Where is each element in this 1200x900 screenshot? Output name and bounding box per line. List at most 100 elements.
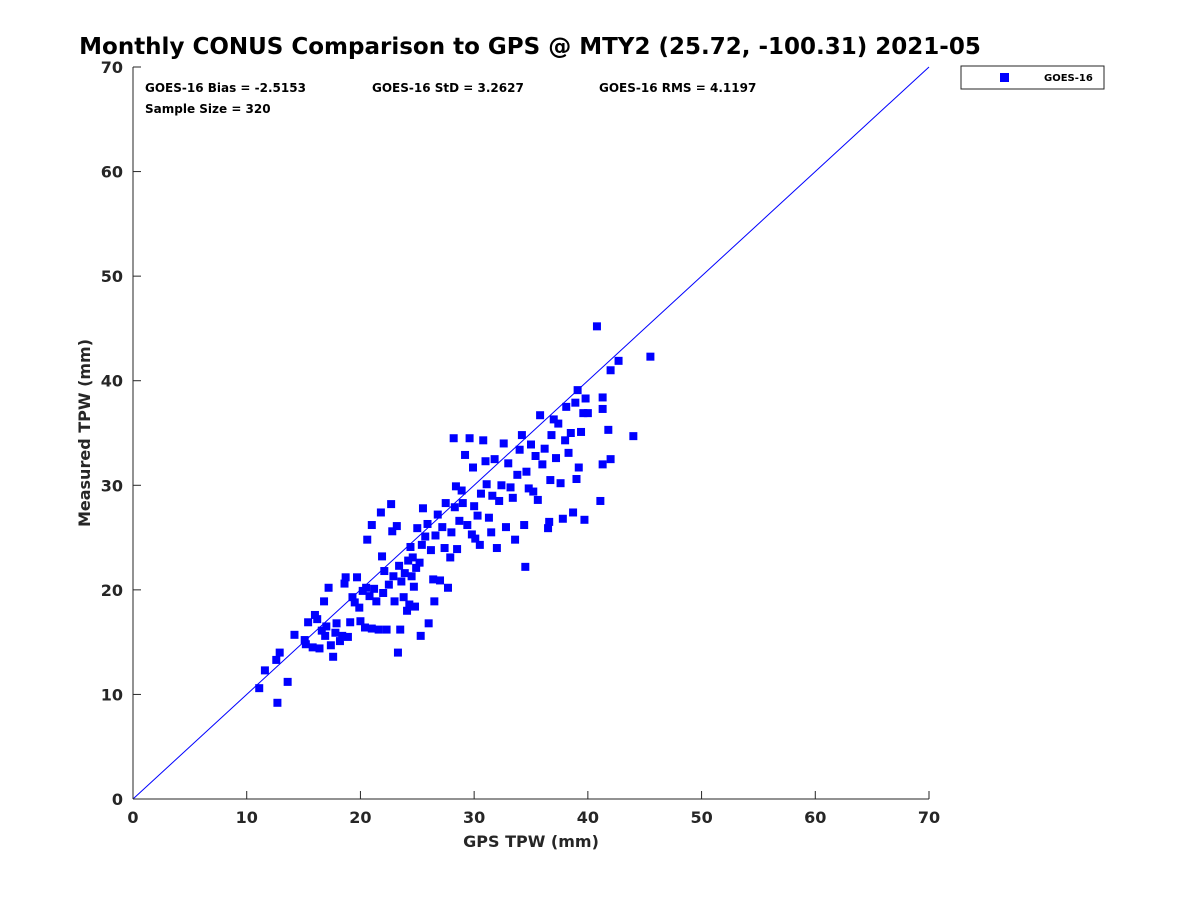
scatter-point [429,575,438,584]
scatter-point [431,531,440,540]
y-tick-label: 70 [101,58,123,77]
scatter-point [492,544,501,553]
scatter-point [408,553,417,562]
scatter-point [348,593,357,602]
scatter-point [412,563,421,572]
scatter-point [450,503,459,512]
rms-annotation: GOES-16 RMS = 4.1197 [599,81,756,95]
scatter-point [430,597,439,606]
scatter-point [506,483,515,492]
scatter-point [577,427,586,436]
scatter-point [521,562,530,571]
scatter-point [404,556,413,565]
scatter-point [378,552,387,561]
scatter-point [573,386,582,395]
scatter-point [511,535,520,544]
scatter-point [440,544,449,553]
scatter-point [388,527,397,536]
scatter-point [544,524,553,533]
bias-annotation: GOES-16 Bias = -2.5153 [145,81,306,95]
scatter-point [531,452,540,461]
scatter-point [406,542,415,551]
scatter-point [395,561,404,570]
x-tick-label: 60 [804,808,826,827]
scatter-point [579,409,588,418]
scatter-point [598,393,607,402]
scatter-point [399,593,408,602]
scatter-point [443,583,452,592]
x-tick-label: 70 [918,808,940,827]
scatter-point [374,625,383,634]
scatter-point [465,434,474,443]
scatter-point [552,454,561,463]
scatter-point [320,597,329,606]
scatter-point [340,579,349,588]
scatter-point [572,475,581,484]
chart-title: Monthly CONUS Comparison to GPS @ MTY2 (… [79,34,981,60]
scatter-point [545,517,554,526]
y-tick-label: 30 [101,476,123,495]
scatter-point [304,618,313,627]
scatter-point [473,511,482,520]
scatter-point [392,522,401,531]
scatter-point [360,623,369,632]
scatter-point [469,463,478,472]
scatter-point [317,626,326,635]
scatter-point [646,352,655,361]
scatter-point [355,603,364,612]
scatter-point [329,652,338,661]
scatter-point [413,524,422,533]
legend: GOES-16 [960,65,1105,90]
scatter-point [497,481,506,490]
x-tick-label: 50 [690,808,712,827]
scatter-point [581,394,590,403]
scatter-point [300,636,309,645]
x-axis-label: GPS TPW (mm) [463,832,599,851]
scatter-point [356,617,365,626]
reference-line [132,66,930,800]
scatter-point [606,366,615,375]
sample-size-annotation: Sample Size = 320 [145,102,271,116]
scatter-point [571,398,580,407]
scatter-point [471,534,480,543]
scatter-point [457,486,466,495]
scatter-point [455,516,464,525]
scatter-point [515,445,524,454]
scatter-point [380,567,389,576]
scatter-point [310,610,319,619]
x-tick-label: 10 [236,808,258,827]
y-axis-label: Measured TPW (mm) [75,339,94,527]
scatter-point [463,521,472,530]
scatter-point [629,432,638,441]
y-tick-label: 40 [101,372,123,391]
scatter-point [372,597,381,606]
scatter-point [376,508,385,517]
scatter-point [255,684,264,693]
scatter-point [407,572,416,581]
scatter-point [604,425,613,434]
scatter-point [332,619,341,628]
scatter-point [313,615,322,624]
scatter-point [441,499,450,508]
scatter-point [367,521,376,530]
scatter-point [495,496,504,505]
scatter-point [482,480,491,489]
scatter-point [290,630,299,639]
scatter-point [353,573,362,582]
y-tick-label: 0 [112,790,123,809]
scatter-point [367,624,376,633]
scatter-point [438,523,447,532]
y-tick-label: 10 [101,685,123,704]
scatter-point [522,467,531,476]
scatter-point [390,597,399,606]
scatter-point [490,455,499,464]
scatter-point [606,455,615,464]
scatter-point [540,444,549,453]
scatter-point [405,600,414,609]
scatter-point [283,677,292,686]
scatter-point [338,631,347,640]
scatter-point [527,440,535,449]
scatter-point [433,510,442,519]
scatter-point [331,628,340,637]
scatter-point [487,528,496,537]
